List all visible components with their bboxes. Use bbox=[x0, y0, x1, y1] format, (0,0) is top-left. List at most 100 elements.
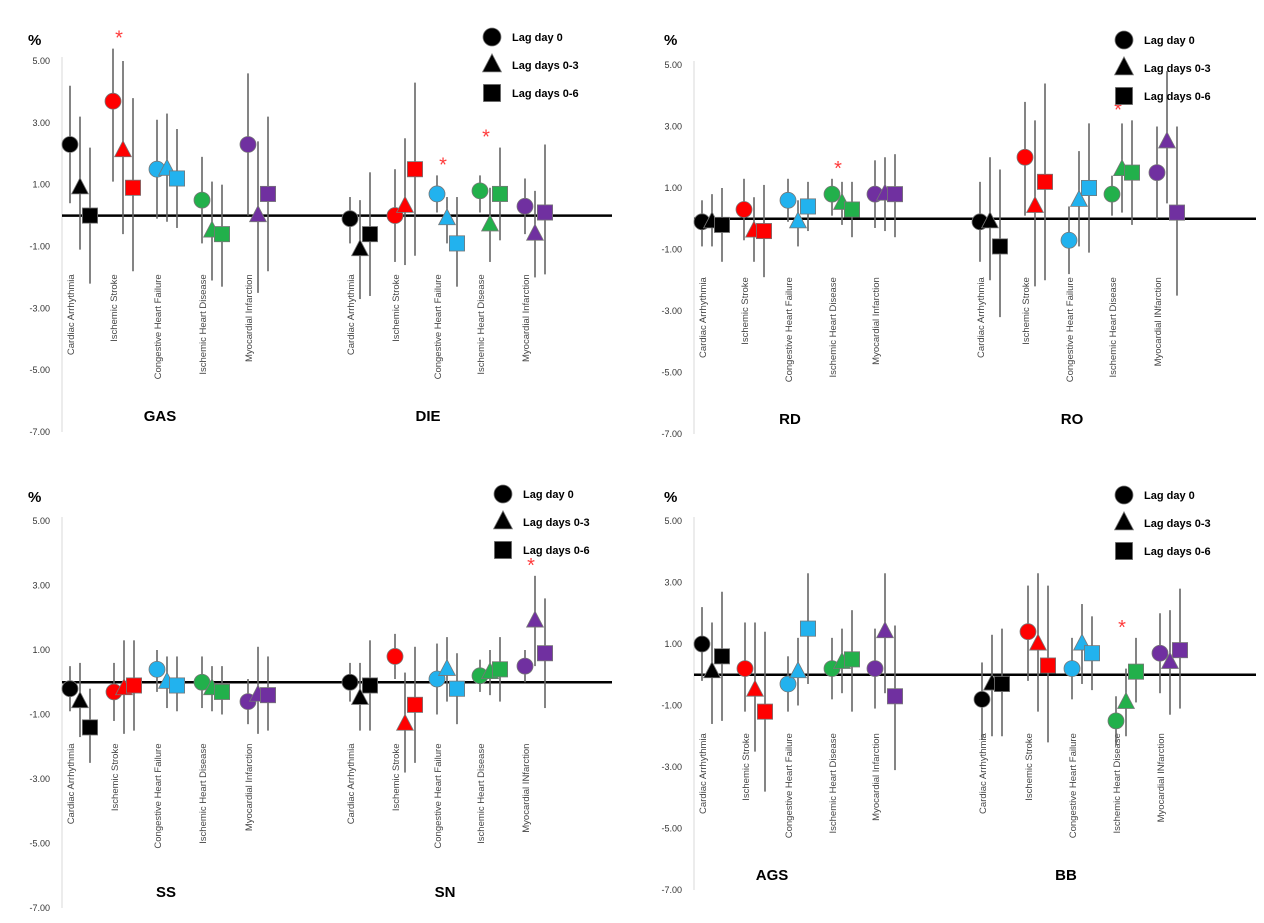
square-marker-myocardial-infarction bbox=[537, 645, 554, 662]
circle-marker-congestive-heart-failure bbox=[1063, 660, 1081, 678]
circle-marker-ischemic-heart-disease bbox=[471, 182, 489, 200]
legend-square-icon bbox=[494, 541, 512, 559]
square-marker-ischemic-heart-disease bbox=[491, 185, 508, 202]
y-tick-label: -1.00 bbox=[29, 242, 50, 252]
significance-star: * bbox=[834, 158, 842, 180]
category-label-myocardial-infarction: Myocardial INfarction bbox=[1156, 733, 1167, 822]
square-marker-myocardial-infarction bbox=[259, 185, 276, 202]
category-label-cardiac-arrhythmia: Cardiac Arrhythmia bbox=[346, 743, 357, 824]
category-label-cardiac-arrhythmia: Cardiac Arrhythmia bbox=[66, 274, 77, 355]
triangle-marker-ischemic-stroke bbox=[395, 713, 415, 731]
circle-marker-ischemic-heart-disease bbox=[1107, 712, 1125, 730]
circle-marker-myocardial-infarction bbox=[239, 136, 257, 153]
triangle-marker-myocardial-infarction bbox=[525, 610, 545, 628]
category-label-cardiac-arrhythmia: Cardiac Arrhythmia bbox=[976, 276, 987, 357]
square-marker-congestive-heart-failure bbox=[799, 620, 816, 637]
square-marker-ischemic-stroke bbox=[125, 179, 142, 196]
circle-marker-ischemic-stroke bbox=[1019, 623, 1037, 641]
square-marker-cardiac-arrhythmia bbox=[993, 675, 1010, 692]
legend-label: Lag days 0-6 bbox=[523, 545, 590, 557]
circle-marker-cardiac-arrhythmia bbox=[61, 136, 79, 153]
category-label-cardiac-arrhythmia: Cardiac Arrhythmia bbox=[978, 732, 989, 813]
legend-label: Lag day 0 bbox=[1144, 35, 1195, 47]
legend-triangle-icon bbox=[492, 509, 514, 530]
square-marker-ischemic-stroke bbox=[406, 696, 423, 713]
y-axis-label: % bbox=[664, 489, 677, 506]
square-marker-ischemic-stroke bbox=[406, 161, 423, 178]
circle-marker-congestive-heart-failure bbox=[428, 185, 446, 203]
circle-marker-cardiac-arrhythmia bbox=[341, 673, 359, 691]
triangle-marker-cardiac-arrhythmia bbox=[350, 687, 370, 705]
y-tick-label: -1.00 bbox=[661, 245, 682, 255]
category-label-ischemic-stroke: Ischemic Stroke bbox=[741, 733, 752, 801]
square-marker-myocardial-infarction bbox=[886, 186, 903, 203]
significance-star: * bbox=[439, 154, 447, 176]
square-marker-congestive-heart-failure bbox=[799, 198, 816, 215]
category-label-ischemic-heart-disease: Ischemic Heart Disease bbox=[198, 274, 209, 374]
chart-panel-top-left: % 5.00 3.00 1.00 -1.00 -3.00 -5.00 -7.00 GAS Card… bbox=[28, 27, 612, 437]
circle-marker-ischemic-stroke bbox=[736, 660, 754, 678]
category-label-myocardial-infarction: Myocardial Infarction bbox=[871, 733, 882, 821]
square-marker-myocardial-infarction bbox=[537, 204, 554, 221]
triangle-marker-myocardial-infarction bbox=[1160, 651, 1180, 669]
significance-star: * bbox=[115, 28, 123, 50]
y-tick-label: 3.00 bbox=[664, 122, 682, 132]
y-tick-label: -5.00 bbox=[661, 824, 682, 834]
square-marker-myocardial-infarction bbox=[1172, 642, 1189, 659]
y-axis-label: % bbox=[664, 32, 677, 49]
square-marker-myocardial-infarction bbox=[259, 687, 276, 704]
category-label-ischemic-heart-disease: Ischemic Heart Disease bbox=[828, 277, 839, 377]
triangle-marker-congestive-heart-failure bbox=[437, 658, 457, 676]
legend: Lag day 0 Lag days 0-3 Lag days 0-6 bbox=[481, 27, 579, 102]
legend-label: Lag days 0-6 bbox=[512, 88, 579, 100]
category-label-cardiac-arrhythmia: Cardiac Arrhythmia bbox=[698, 732, 709, 813]
category-label-ischemic-stroke: Ischemic Stroke bbox=[1024, 733, 1035, 801]
y-tick-label: -1.00 bbox=[29, 710, 50, 720]
square-marker-ischemic-heart-disease bbox=[843, 651, 860, 668]
group-label-die: DIE bbox=[415, 408, 440, 425]
y-tick-label: -1.00 bbox=[661, 701, 682, 711]
triangle-marker-cardiac-arrhythmia bbox=[702, 660, 722, 679]
legend-label: Lag days 0-3 bbox=[512, 60, 579, 72]
square-marker-congestive-heart-failure bbox=[448, 680, 465, 697]
circle-marker-ischemic-stroke bbox=[386, 648, 404, 665]
category-label-congestive-heart-failure: Congestive Heart Failure bbox=[153, 744, 164, 849]
circle-marker-ischemic-stroke bbox=[735, 201, 753, 218]
triangle-marker-myocardial-infarction bbox=[875, 620, 895, 639]
circle-marker-ischemic-stroke bbox=[1016, 148, 1034, 166]
legend-label: Lag day 0 bbox=[1144, 490, 1195, 502]
triangle-marker-myocardial-infarction bbox=[525, 223, 545, 241]
square-marker-myocardial-infarction bbox=[1169, 204, 1186, 221]
legend-label: Lag days 0-3 bbox=[1144, 518, 1211, 530]
chart-panel-bottom-left: % 5.00 3.00 1.00 -1.00 -3.00 -5.00 -7.00 SS Cardi… bbox=[28, 484, 612, 913]
category-label-congestive-heart-failure: Congestive Heart Failure bbox=[1068, 733, 1079, 838]
legend-circle-icon bbox=[1114, 30, 1134, 50]
category-label-myocardial-infarction: Myocardial Infarction bbox=[244, 744, 255, 832]
circle-marker-ischemic-heart-disease bbox=[1103, 185, 1121, 203]
category-label-congestive-heart-failure: Congestive Heart Failure bbox=[784, 277, 795, 382]
group-label-bb: BB bbox=[1055, 867, 1077, 884]
circle-marker-cardiac-arrhythmia bbox=[61, 680, 79, 698]
legend-triangle-icon bbox=[1113, 55, 1135, 76]
square-marker-congestive-heart-failure bbox=[168, 170, 185, 187]
legend-label: Lag days 0-6 bbox=[1144, 91, 1211, 103]
square-marker-cardiac-arrhythmia bbox=[82, 207, 99, 224]
y-tick-label: 5.00 bbox=[664, 516, 682, 526]
circle-marker-cardiac-arrhythmia bbox=[693, 635, 711, 653]
legend-label: Lag days 0-3 bbox=[523, 517, 590, 529]
triangle-marker-ischemic-stroke bbox=[395, 195, 415, 213]
square-marker-ischemic-heart-disease bbox=[213, 683, 230, 700]
y-tick-label: -5.00 bbox=[29, 839, 50, 849]
y-axis-label: % bbox=[28, 489, 41, 506]
category-label-congestive-heart-failure: Congestive Heart Failure bbox=[784, 733, 795, 838]
y-tick-label: 1.00 bbox=[664, 183, 682, 193]
category-label-cardiac-arrhythmia: Cardiac Arrhythmia bbox=[698, 276, 709, 357]
square-marker-ischemic-stroke bbox=[756, 223, 773, 240]
category-label-ischemic-heart-disease: Ischemic Heart Disease bbox=[198, 744, 209, 844]
square-marker-congestive-heart-failure bbox=[1080, 179, 1097, 196]
triangle-marker-cardiac-arrhythmia bbox=[980, 211, 1000, 229]
square-marker-cardiac-arrhythmia bbox=[82, 719, 99, 736]
y-tick-label: -7.00 bbox=[29, 427, 50, 437]
circle-marker-ischemic-stroke bbox=[104, 92, 122, 110]
